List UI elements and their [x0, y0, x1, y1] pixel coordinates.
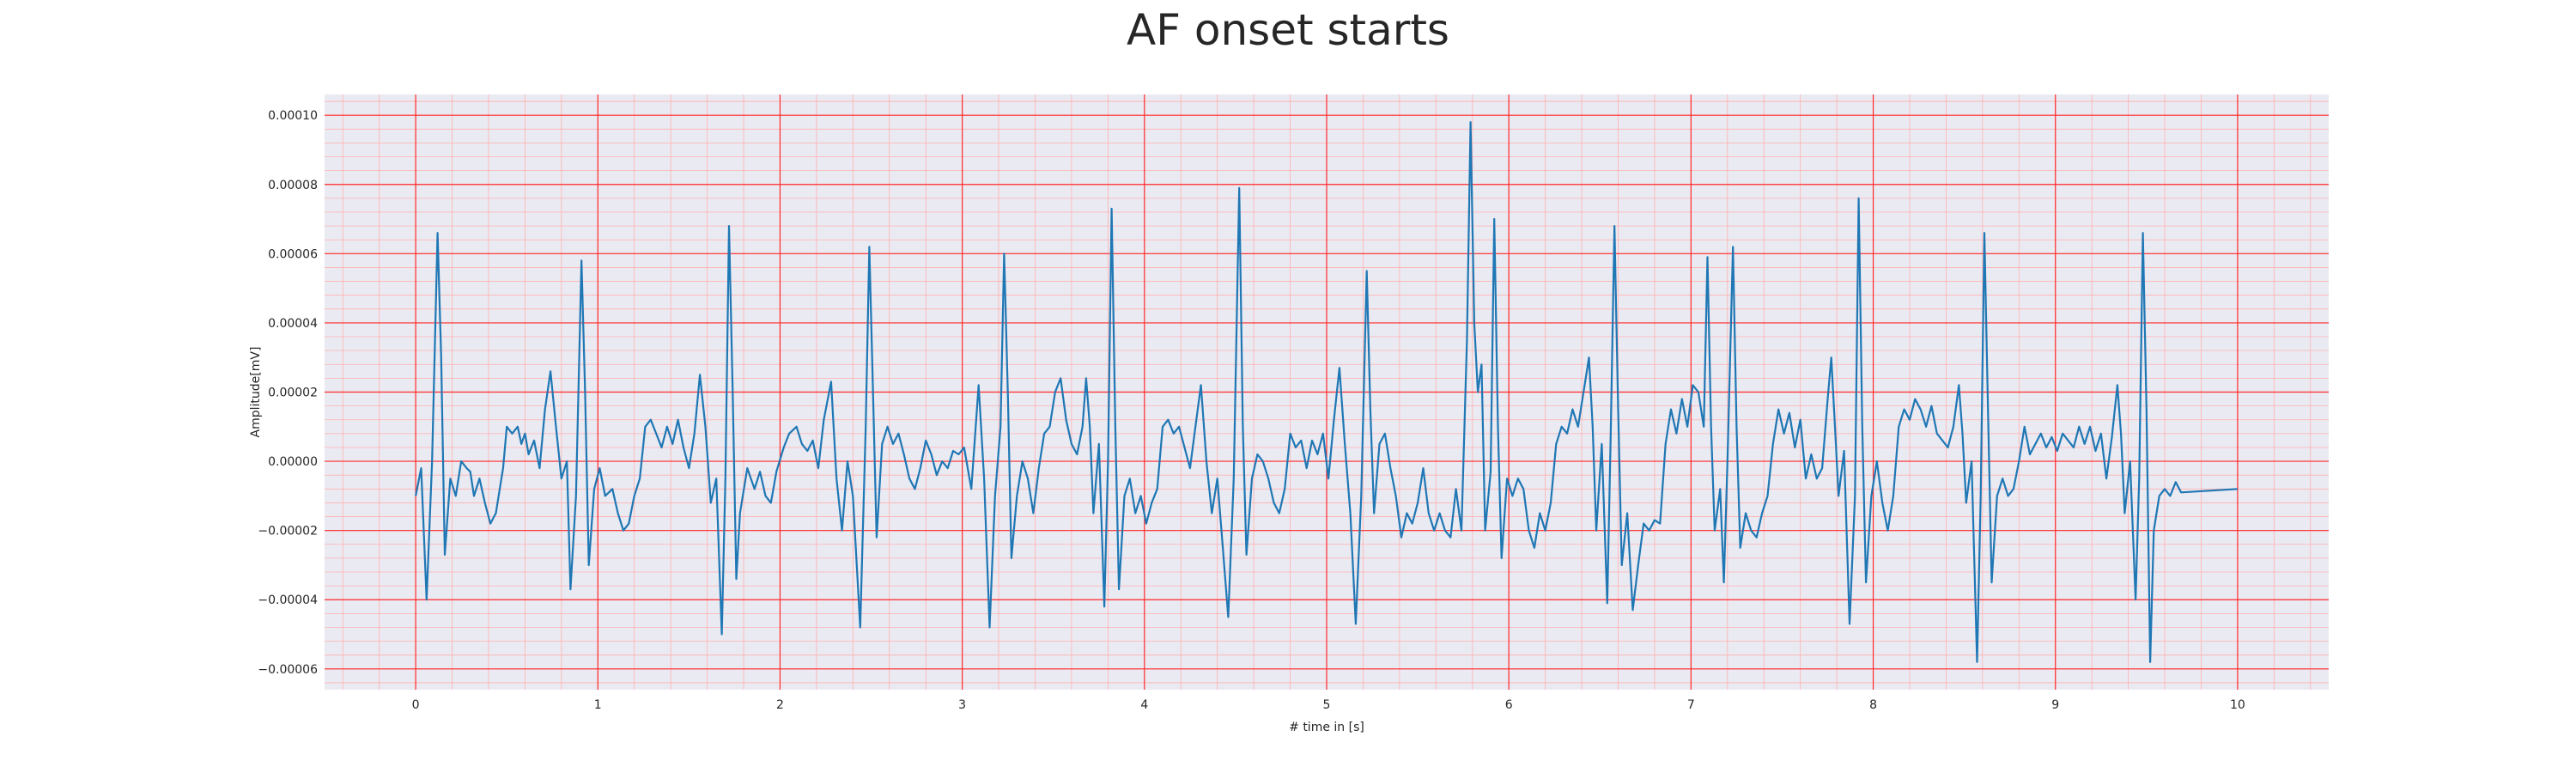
- series-line: [415, 121, 2238, 663]
- x-tick-label: 6: [1505, 698, 1513, 712]
- y-axis-label: Amplitude[mV]: [249, 347, 263, 438]
- x-tick-label: 4: [1140, 698, 1148, 712]
- y-tick-label: 0.00006: [268, 247, 318, 261]
- y-tick-label: 0.00010: [268, 109, 318, 123]
- x-tick-label: 9: [2051, 698, 2059, 712]
- x-tick-label: 1: [594, 698, 602, 712]
- x-tick-label: 10: [2230, 698, 2245, 712]
- y-axis-ticks: −0.00006 −0.00004 −0.00002 0.00000 0.00002 0.…: [258, 109, 318, 677]
- series-layer: [415, 121, 2238, 663]
- x-axis-label: # time in [s]: [1289, 721, 1364, 734]
- chart-title: AF onset starts: [1127, 5, 1449, 55]
- y-tick-label: −0.00002: [258, 525, 318, 539]
- x-tick-label: 7: [1687, 698, 1695, 712]
- y-tick-label: 0.00000: [268, 455, 318, 469]
- y-tick-label: −0.00006: [258, 663, 318, 677]
- y-tick-label: 0.00002: [268, 386, 318, 400]
- y-tick-label: 0.00008: [268, 179, 318, 192]
- x-tick-label: 8: [1869, 698, 1877, 712]
- x-tick-label: 3: [958, 698, 966, 712]
- y-tick-label: 0.00004: [268, 317, 318, 331]
- x-tick-label: 5: [1323, 698, 1331, 712]
- x-tick-label: 2: [776, 698, 784, 712]
- x-axis-ticks: 0 1 2 3 4 5 6 7 8 9 10: [412, 698, 2245, 712]
- major-grid: [325, 94, 2329, 690]
- x-tick-label: 0: [412, 698, 420, 712]
- y-tick-label: −0.00004: [258, 593, 318, 607]
